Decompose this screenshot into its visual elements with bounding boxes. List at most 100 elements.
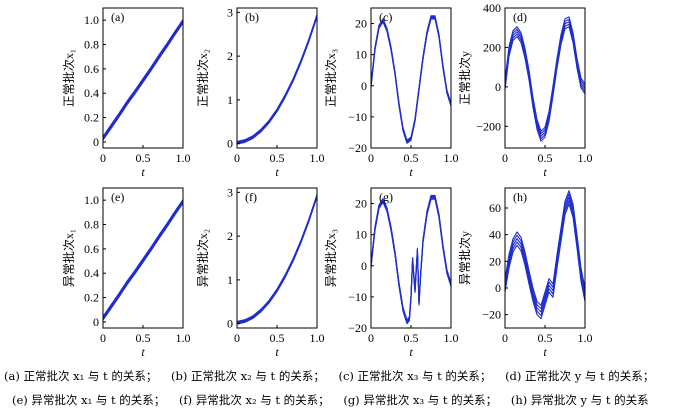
y-tick-label-g: −10 [348, 290, 367, 304]
caption-c: (c) 正常批次 x₃ 与 t 的关系； [338, 369, 492, 383]
y-tick-label-e: 0.4 [84, 266, 99, 280]
x-tick-label-e: 0 [100, 331, 106, 345]
series-line-d-1 [505, 23, 585, 140]
series-group-g [371, 194, 451, 325]
series-line-e-4 [103, 199, 183, 317]
series-line-h-0 [505, 203, 585, 320]
x-tick-label-g: 0 [368, 331, 374, 345]
panel-tag-a: (a) [111, 10, 124, 24]
x-tick-label-g: 0.5 [404, 331, 419, 345]
y-tick-label-h: 0 [495, 281, 501, 295]
y-tick-label-h: 40 [489, 228, 501, 242]
x-tick-label-h: 0 [502, 331, 508, 345]
series-group-f [237, 194, 317, 325]
caption-a: (a) 正常批次 x₁ 与 t 的关系； [4, 369, 158, 383]
x-tick-label-b: 0 [234, 151, 240, 165]
x-axis-label-f: t [275, 345, 279, 359]
x-axis-label-c: t [409, 165, 413, 179]
series-line-f-3 [237, 195, 317, 323]
series-group-b [237, 14, 317, 145]
y-tick-label-c: 20 [355, 17, 367, 31]
figure-grid: 0 0.5 1.0 0 0.2 0.4 0.6 0.8 1.0 (a) t 正常批次x₁ 0 0.5 1.0… [61, 1, 593, 359]
x-tick-label-h: 1.0 [578, 331, 593, 345]
series-line-b-1 [237, 16, 317, 144]
series-line-d-3 [505, 18, 585, 135]
x-tick-label-f: 0 [234, 331, 240, 345]
x-tick-label-b: 1.0 [310, 151, 325, 165]
y-tick-label-b: 2 [227, 49, 233, 63]
panel-tag-f: (f) [245, 190, 257, 204]
y-tick-label-d: 400 [483, 1, 501, 15]
series-group-e [103, 199, 183, 321]
y-tick-label-g: −20 [348, 321, 367, 335]
y-tick-label-d: 200 [483, 40, 501, 54]
caption-b: (b) 正常批次 x₂ 与 t 的关系； [170, 369, 325, 383]
series-line-f-1 [237, 196, 317, 324]
series-line-d-0 [505, 26, 585, 142]
y-tick-label-f: 2 [227, 229, 233, 243]
caption-f: (f) 异常批次 x₂ 与 t 的关系； [178, 393, 330, 407]
x-axis-label-b: t [275, 165, 279, 179]
x-tick-label-h: 0.5 [538, 331, 553, 345]
panel-c: 0 0.5 1.0 −20 −10 0 10 20 (c) t 正常批次x₃ [323, 7, 459, 179]
y-axis-label-a: 正常批次x₁ [61, 49, 76, 107]
y-axis-label-h: 异常批次y [457, 231, 472, 285]
y-tick-label-g: 20 [355, 197, 367, 211]
series-line-g-4 [371, 194, 451, 321]
panel-e: 0 0.5 1.0 0 0.2 0.4 0.6 0.8 1.0 (e) t 异常批次x₁ [61, 187, 191, 359]
y-axis-label-f: 异常批次x₂ [195, 229, 210, 287]
x-tick-label-g: 1.0 [444, 331, 459, 345]
caption-e: (e) 异常批次 x₁ 与 t 的关系； [12, 393, 166, 407]
x-tick-label-d: 1.0 [578, 151, 593, 165]
x-tick-label-a: 0.5 [136, 151, 151, 165]
plot-frame-f [236, 187, 318, 329]
y-tick-label-e: 0.6 [84, 242, 99, 256]
panel-d: 0 0.5 1.0 −200 0 200 400 (d) t 正常批次y [457, 1, 593, 179]
caption-line-2: (e) 异常批次 x₁ 与 t 的关系； (f) 异常批次 x₂ 与 t 的关系… [12, 392, 680, 408]
y-tick-label-e: 0.2 [84, 291, 99, 305]
caption-h: (h) 异常批次 y 与 t 的关系 [510, 393, 649, 407]
plot-frame-c [370, 7, 452, 149]
panel-tag-d: (d) [513, 10, 527, 24]
panel-b: 0 0.5 1.0 0 1 2 3 (b) t 正常批次x₂ [195, 5, 325, 179]
y-tick-label-a: 0.6 [84, 62, 99, 76]
caption-g: (g) 异常批次 x₃ 与 t 的关系； [343, 393, 498, 407]
y-tick-label-b: 3 [227, 5, 233, 19]
series-line-f-4 [237, 194, 317, 322]
series-line-b-4 [237, 14, 317, 142]
series-line-h-1 [505, 200, 585, 316]
x-tick-label-c: 0 [368, 151, 374, 165]
y-tick-label-g: 0 [361, 259, 367, 273]
x-tick-label-d: 0.5 [538, 151, 553, 165]
x-tick-label-c: 1.0 [444, 151, 459, 165]
y-tick-label-e: 0 [93, 315, 99, 329]
y-axis-label-d: 正常批次y [457, 51, 472, 105]
series-line-b-3 [237, 15, 317, 143]
y-tick-label-e: 0.8 [84, 218, 99, 232]
y-tick-label-c: 0 [361, 79, 367, 93]
panel-tag-e: (e) [111, 190, 124, 204]
y-tick-label-a: 0.8 [84, 38, 99, 52]
caption-line-1: (a) 正常批次 x₁ 与 t 的关系； (b) 正常批次 x₂ 与 t 的关系… [4, 368, 680, 384]
panel-a: 0 0.5 1.0 0 0.2 0.4 0.6 0.8 1.0 (a) t 正常批次x₁ [61, 7, 191, 179]
series-line-d-2 [505, 21, 585, 137]
x-tick-label-d: 0 [502, 151, 508, 165]
x-axis-label-g: t [409, 345, 413, 359]
x-axis-label-e: t [141, 345, 145, 359]
x-tick-label-e: 0.5 [136, 331, 151, 345]
plot-frame-b [236, 7, 318, 149]
x-tick-label-f: 1.0 [310, 331, 325, 345]
panel-f: 0 0.5 1.0 0 1 2 3 (f) t 异常批次x₂ [195, 185, 325, 359]
y-axis-label-b: 正常批次x₂ [195, 49, 210, 107]
y-tick-label-d: −200 [476, 119, 501, 133]
y-tick-label-d: 0 [495, 80, 501, 94]
series-line-h-2 [505, 196, 585, 313]
panel-tag-h: (h) [513, 190, 527, 204]
x-tick-label-a: 1.0 [176, 151, 191, 165]
x-tick-label-b: 0.5 [270, 151, 285, 165]
y-tick-label-h: −20 [482, 308, 501, 322]
series-line-f-0 [237, 197, 317, 325]
y-axis-label-g: 异常批次x₃ [323, 229, 338, 287]
series-line-f-2 [237, 195, 317, 324]
panel-tag-g: (g) [379, 190, 393, 204]
